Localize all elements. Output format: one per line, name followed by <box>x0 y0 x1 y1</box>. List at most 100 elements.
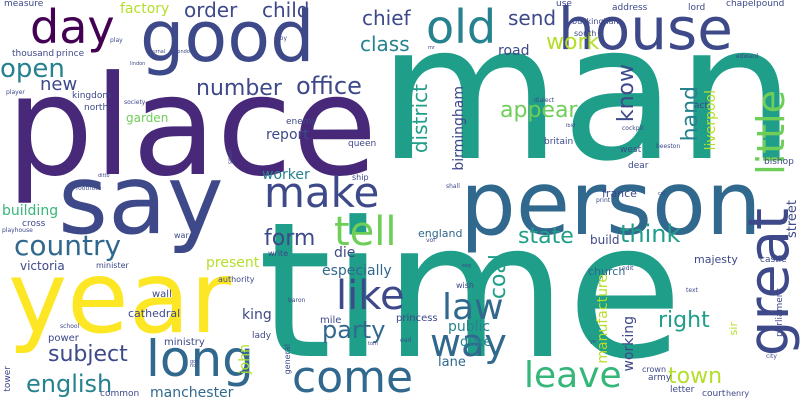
word-district: district <box>408 84 432 154</box>
word-way: way <box>430 321 507 365</box>
word-ibid: ibid <box>566 123 576 129</box>
word-public: public <box>448 319 491 335</box>
word-baron: baron <box>288 297 306 304</box>
word-new: new <box>40 74 78 95</box>
word-hand: hand <box>678 86 703 142</box>
word-child: child <box>262 0 310 22</box>
word-person: person <box>460 152 762 255</box>
word-beeston: beeston <box>656 143 681 150</box>
word-birmingham: birmingham <box>451 86 467 171</box>
word-court: court <box>702 389 726 399</box>
word-playhouse: playhouse <box>2 227 33 234</box>
word-order: order <box>184 0 238 22</box>
word-especially: especially <box>322 263 392 279</box>
word-like: like <box>336 273 405 319</box>
word-make: make <box>264 168 380 217</box>
word-wall: wall <box>152 289 172 300</box>
word-coal: coal <box>486 254 511 300</box>
word-manchester: manchester <box>150 385 234 400</box>
word-working: working <box>621 316 637 372</box>
word-footnote: footnote <box>76 185 102 192</box>
word-north: north <box>84 103 109 113</box>
word-place: place <box>6 46 378 207</box>
word-man: man <box>378 0 796 203</box>
word-address: address <box>612 3 648 13</box>
word-majesty: majesty <box>694 253 738 266</box>
word-report: report <box>266 127 309 143</box>
word-castle: castle <box>760 255 787 265</box>
word-dialect: dialect <box>534 97 555 104</box>
word-office: office <box>296 72 362 100</box>
word-house: house <box>558 0 733 63</box>
word-society: society <box>124 99 146 106</box>
word-britain: britain <box>544 137 574 147</box>
word-ditto: ditto <box>98 173 110 179</box>
word-duke: duke <box>460 335 492 350</box>
word-right: right <box>658 308 710 333</box>
word-shall: shall <box>446 183 460 190</box>
word-henry: henry <box>726 389 750 398</box>
word-form: form <box>264 226 316 251</box>
word-school: school <box>60 323 80 330</box>
word-act: act <box>694 101 708 111</box>
word-south: south <box>574 29 597 38</box>
word-play: play <box>110 37 123 44</box>
word-road: road <box>498 43 530 59</box>
word-use: use <box>556 0 572 9</box>
word-thousand: thousand <box>12 49 55 59</box>
word-lindon: lindon <box>130 61 146 67</box>
word-player: player <box>6 89 25 96</box>
word-chapel: chapel <box>726 0 756 9</box>
word-church: church <box>588 265 626 278</box>
word-say: say <box>58 144 224 256</box>
word-town: town <box>668 364 723 389</box>
word-letter: letter <box>670 385 695 395</box>
word-power: power <box>48 333 79 344</box>
word-nor: nor <box>190 363 199 369</box>
word-measure: measure <box>4 0 44 9</box>
word-manufacture: manufacture <box>595 274 611 364</box>
word-worker: worker <box>262 167 310 183</box>
word-think: think <box>620 220 681 248</box>
word-number: number <box>196 76 282 101</box>
word-open: open <box>0 54 65 84</box>
word-mile: mile <box>320 315 342 326</box>
word-old: old <box>426 0 497 54</box>
word-city: city <box>766 353 777 360</box>
word-buckingham: buckingham <box>572 17 622 26</box>
word-france: france <box>602 187 637 200</box>
word-chief: chief <box>362 6 411 30</box>
word-london: london <box>176 49 194 55</box>
word-journal: journal <box>148 49 166 55</box>
word-law: law <box>442 287 504 328</box>
word-west: west <box>620 145 642 155</box>
word-garden: garden <box>126 111 169 125</box>
word-dear: dear <box>628 161 649 171</box>
word-victoria: victoria <box>20 259 65 273</box>
word-boy: boy <box>276 35 288 42</box>
word-edit: edit <box>622 265 634 272</box>
word-tom: tom <box>368 341 378 347</box>
word-tower: tower <box>3 366 13 392</box>
word-leave: leave <box>524 355 622 396</box>
word-subject: subject <box>48 342 128 367</box>
word-kingdom: kingdom <box>72 91 112 101</box>
word-lady: lady <box>252 331 272 341</box>
word-lane: lane <box>438 355 466 370</box>
word-edward: edward <box>736 53 759 60</box>
word-cockpit: cockpit <box>622 125 644 132</box>
word-bishop: bishop <box>764 157 794 167</box>
word-ye: ye <box>590 339 597 345</box>
word-authority: authority <box>218 275 255 284</box>
word-cross: cross <box>22 219 46 229</box>
word-esq: esq <box>462 263 471 269</box>
word-england: england <box>418 227 463 240</box>
word-lord: lord <box>688 3 706 13</box>
word-prince: prince <box>56 49 85 59</box>
word-come: come <box>292 352 414 400</box>
word-queen: queen <box>348 139 377 149</box>
word-tell: tell <box>334 209 397 255</box>
word-long: long <box>146 330 254 388</box>
word-common: common <box>100 389 140 399</box>
